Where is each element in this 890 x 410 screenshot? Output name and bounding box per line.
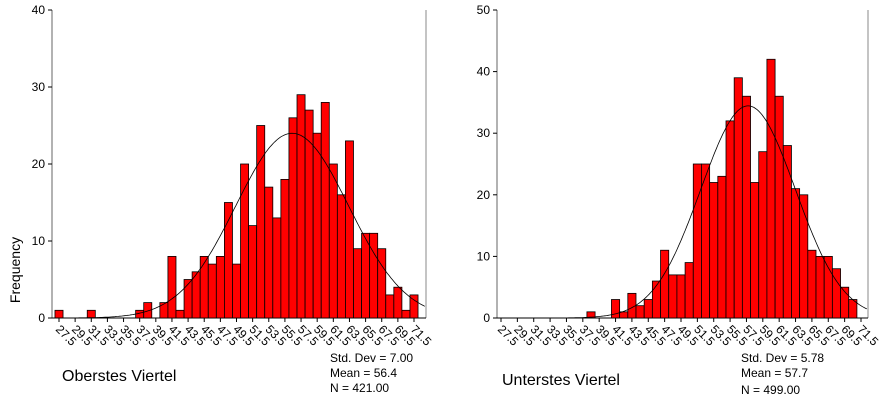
histogram-bar bbox=[191, 271, 201, 319]
histogram-bar bbox=[256, 125, 266, 319]
histogram-bar bbox=[725, 120, 735, 319]
histogram-bar bbox=[296, 94, 306, 319]
right-stats: Std. Dev = 5.78 Mean = 57.7 N = 499.00 bbox=[741, 351, 824, 398]
histogram-bar bbox=[248, 225, 258, 319]
histogram-bar bbox=[660, 249, 670, 319]
histogram-bar bbox=[223, 202, 233, 319]
histogram-bar bbox=[143, 302, 153, 319]
histogram-bar bbox=[668, 274, 678, 319]
right-histogram: 0102030405027.529.531.533.535.537.539.54… bbox=[477, 3, 882, 349]
histogram-bar bbox=[215, 255, 225, 319]
y-tick-label: 20 bbox=[477, 188, 491, 202]
histogram-bar bbox=[240, 163, 250, 319]
histogram-bar bbox=[199, 255, 209, 319]
histogram-bar bbox=[643, 299, 653, 319]
histogram-bar bbox=[377, 248, 387, 319]
histogram-bar bbox=[353, 248, 362, 319]
histogram-bar bbox=[684, 262, 694, 319]
y-tick-label: 30 bbox=[32, 80, 46, 94]
left-stats: Std. Dev = 7.00 Mean = 56.4 N = 421.00 bbox=[330, 351, 413, 396]
normal-curve bbox=[52, 132, 425, 319]
right-chart-title: Unterstes Viertel bbox=[502, 372, 620, 389]
histogram-bar bbox=[232, 263, 241, 319]
histogram-bar bbox=[167, 255, 177, 319]
histogram-bar bbox=[345, 140, 354, 319]
left-histogram: 01020304027.529.531.533.535.537.539.541.… bbox=[32, 3, 435, 349]
histogram-bar bbox=[782, 145, 792, 319]
histogram-bar bbox=[676, 274, 686, 319]
histogram-bar bbox=[717, 175, 727, 319]
histogram-bar bbox=[175, 309, 185, 319]
histogram-bar bbox=[774, 95, 784, 319]
histogram-bar bbox=[758, 151, 768, 319]
left-chart-title: Oberstes Viertel bbox=[62, 368, 177, 385]
left-n: N = 421.00 bbox=[330, 381, 390, 395]
histogram-bar bbox=[709, 182, 719, 319]
right-n: N = 499.00 bbox=[741, 383, 801, 397]
histogram-bar bbox=[401, 309, 411, 319]
histogram-bar bbox=[635, 305, 645, 319]
histogram-bar bbox=[320, 102, 330, 319]
histogram-bar bbox=[385, 294, 395, 319]
histogram-bar bbox=[207, 263, 217, 319]
histogram-bar bbox=[586, 311, 596, 319]
left-std-dev: Std. Dev = 7.00 bbox=[330, 351, 414, 365]
y-tick-label: 20 bbox=[32, 157, 46, 171]
histogram-bar bbox=[692, 163, 702, 319]
histogram-bar bbox=[799, 194, 809, 319]
y-tick-label: 0 bbox=[38, 311, 45, 325]
histogram-bar bbox=[288, 117, 298, 319]
histogram-bar bbox=[815, 255, 825, 319]
histogram-bar bbox=[611, 299, 621, 319]
histogram-bar bbox=[86, 309, 96, 319]
left-mean: Mean = 56.4 bbox=[330, 366, 398, 380]
y-tick-label: 40 bbox=[477, 65, 491, 79]
y-tick-label: 40 bbox=[32, 3, 46, 17]
histogram-bar bbox=[807, 249, 817, 319]
histogram-bar bbox=[159, 302, 169, 319]
right-std-dev: Std. Dev = 5.78 bbox=[741, 351, 825, 365]
y-tick-label: 30 bbox=[477, 126, 491, 140]
y-tick-label: 10 bbox=[477, 249, 491, 263]
histogram-bar bbox=[750, 182, 760, 319]
histogram-bar bbox=[312, 132, 322, 319]
histogram-bar bbox=[823, 255, 833, 319]
right-mean: Mean = 57.7 bbox=[741, 366, 809, 380]
histogram-bar bbox=[54, 309, 64, 319]
y-axis-label: Frequency bbox=[7, 236, 24, 304]
y-tick-label: 50 bbox=[477, 3, 491, 17]
y-tick-label: 10 bbox=[32, 234, 46, 248]
histogram-bar bbox=[328, 163, 338, 319]
histogram-bar bbox=[369, 232, 379, 319]
histogram-bar bbox=[701, 163, 711, 319]
histogram-bar bbox=[183, 279, 193, 319]
histogram-bar bbox=[791, 188, 801, 319]
x-tick-label: 71.5 bbox=[855, 322, 882, 349]
histogram-bar bbox=[336, 194, 346, 319]
histogram-bar bbox=[264, 186, 274, 319]
histogram-bar bbox=[280, 178, 290, 319]
histogram-bar bbox=[766, 58, 776, 319]
histogram-bar bbox=[651, 280, 661, 319]
histogram-bar bbox=[361, 232, 371, 319]
histogram-bar bbox=[619, 311, 629, 319]
y-tick-label: 0 bbox=[483, 311, 490, 325]
histogram-bar bbox=[741, 95, 751, 319]
histogram-bar bbox=[272, 217, 282, 319]
histogram-bar bbox=[393, 286, 403, 319]
normal-curve bbox=[497, 105, 867, 319]
